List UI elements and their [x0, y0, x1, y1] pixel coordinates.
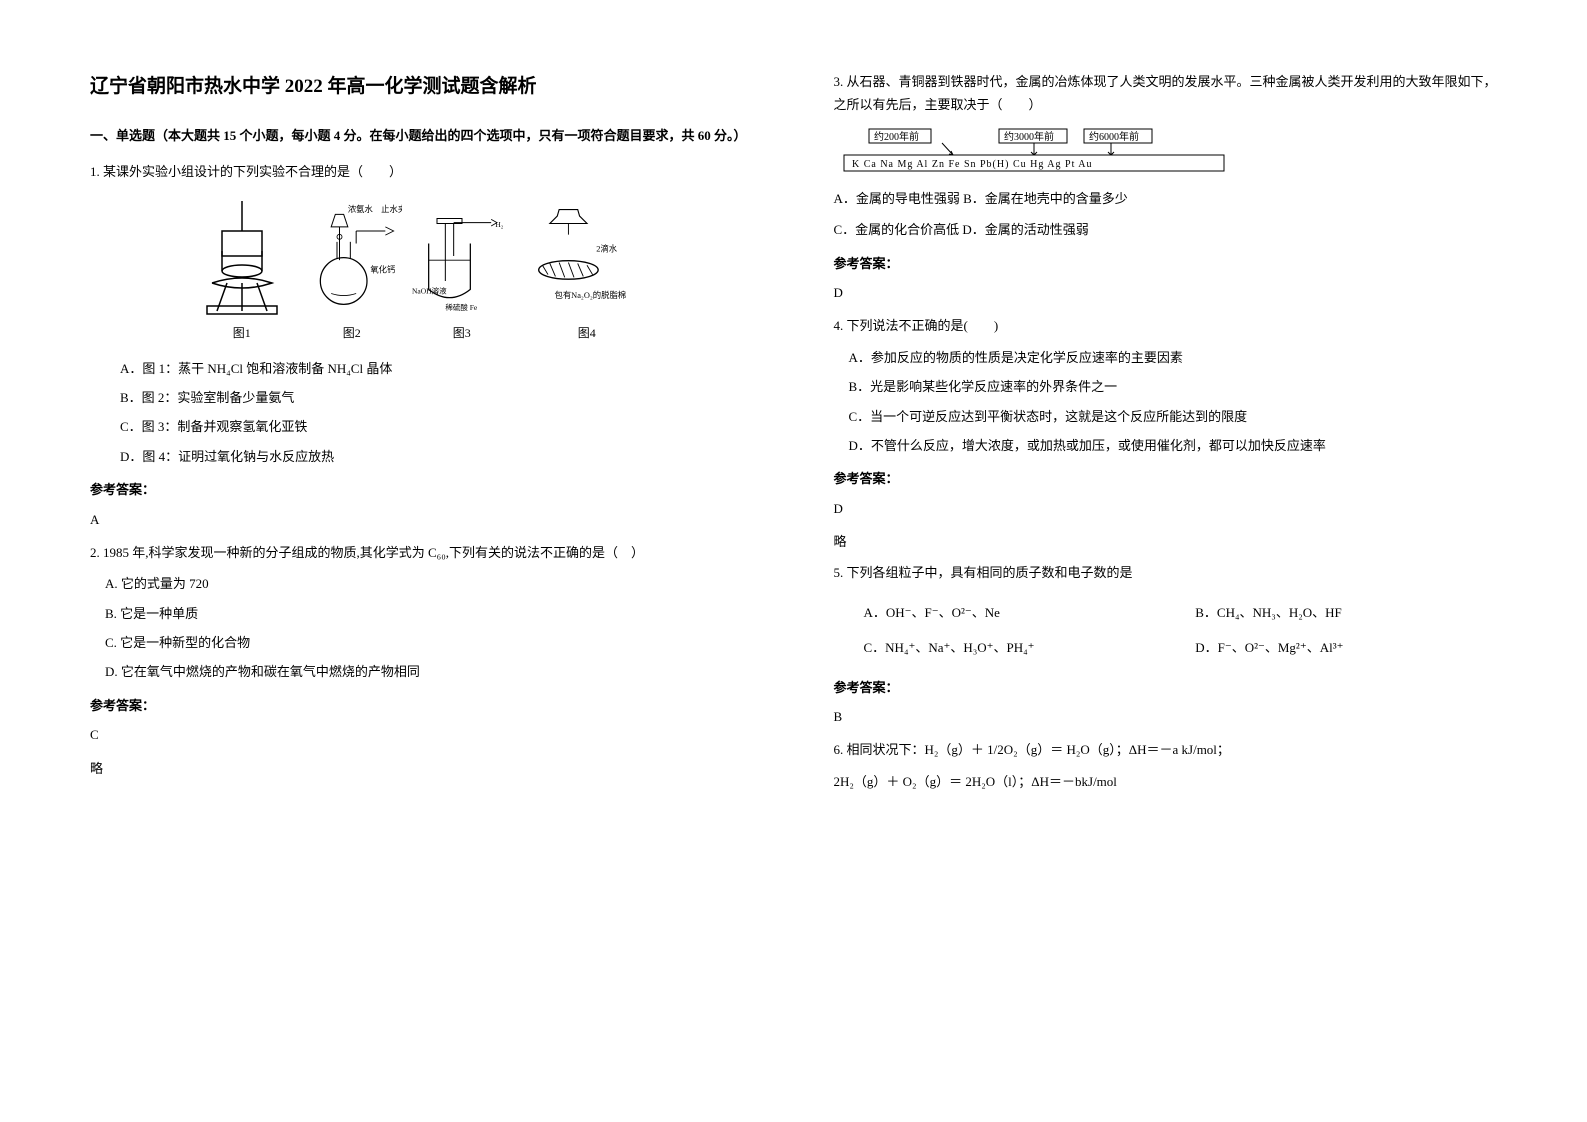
fig4-caption-a: 2滴水 — [596, 243, 618, 253]
a2-note: 略 — [90, 757, 754, 780]
a4-label: 参考答案： — [834, 467, 1498, 490]
figure-3-label: 图3 — [453, 323, 471, 345]
figure-1-svg — [192, 191, 292, 321]
q5-option-a: A．OH⁻、F⁻、O²⁻、Ne — [834, 595, 1166, 630]
q2-option-d: D. 它在氧气中燃烧的产物和碳在氧气中燃烧的产物相同 — [90, 660, 754, 683]
figure-1-label: 图1 — [233, 323, 251, 345]
q2-option-b: B. 它是一种单质 — [90, 602, 754, 625]
q2-option-c: C. 它是一种新型的化合物 — [90, 631, 754, 654]
q4-option-b: B．光是影响某些化学反应速率的外界条件之一 — [834, 375, 1498, 398]
q1-option-a: A．图 1：蒸干 NH₄Cl 饱和溶液制备 NH₄Cl 晶体 — [90, 357, 754, 380]
q1-option-d: D．图 4：证明过氧化钠与水反应放热 — [90, 445, 754, 468]
a4-value: D — [834, 497, 1498, 520]
figure-3-svg: H₂ NaOH溶液 稀硫酸 Fe — [412, 191, 512, 321]
a3-label: 参考答案： — [834, 252, 1498, 275]
q5-stem: 5. 下列各组粒子中，具有相同的质子数和电子数的是 — [834, 561, 1498, 584]
q4-option-d: D．不管什么反应，增大浓度，或加热或加压，或使用催化剂，都可以加快反应速率 — [834, 434, 1498, 457]
q5-options-grid: A．OH⁻、F⁻、O²⁻、Ne B．CH₄、NH₃、H₂O、HF C．NH₄⁺、… — [834, 595, 1498, 666]
q3-option-c: C．金属的化合价高低 — [834, 222, 960, 237]
section-header: 一、单选题（本大题共 15 个小题，每小题 4 分。在每小题给出的四个选项中，只… — [90, 124, 754, 147]
q6-line1: 6. 相同状况下：H₂（g）＋ 1/2O₂（g）＝ H₂O（g）；ΔH＝－a k… — [834, 738, 1498, 761]
figure-2-svg: 浓氨水 止水夹 氧化钙 — [302, 191, 402, 321]
q3-option-d: D．金属的活动性强弱 — [962, 222, 1088, 237]
q3-option-a: A．金属的导电性强弱 — [834, 191, 960, 206]
a5-label: 参考答案： — [834, 676, 1498, 699]
q4-stem: 4. 下列说法不正确的是( ) — [834, 314, 1498, 337]
q3-option-b: B．金属在地壳中的含量多少 — [963, 191, 1128, 206]
q4-option-a: A．参加反应的物质的性质是决定化学反应速率的主要因素 — [834, 346, 1498, 369]
a2-label: 参考答案： — [90, 694, 754, 717]
figure-2: 浓氨水 止水夹 氧化钙 图2 — [302, 191, 402, 345]
q1-figures: 图1 浓氨水 止水夹 氧化钙 — [90, 191, 754, 345]
fig3-caption-h2: H₂ — [495, 220, 503, 229]
timeline-label-3: 约6000年前 — [1089, 130, 1139, 143]
fig4-caption-b: 包有Na₂O₂的脱脂棉 — [554, 290, 626, 300]
figure-4-svg: 2滴水 包有Na₂O₂的脱脂棉 — [522, 191, 652, 321]
right-column: 3. 从石器、青铜器到铁器时代，金属的冶炼体现了人类文明的发展水平。三种金属被人… — [794, 0, 1587, 1122]
q3-options-row2: C．金属的化合价高低 D．金属的活动性强弱 — [834, 218, 1498, 241]
figure-2-label: 图2 — [343, 323, 361, 345]
fig2-caption-b: 止水夹 — [381, 204, 402, 214]
timeline-label-1: 约200年前 — [874, 130, 919, 143]
figure-4-label: 图4 — [578, 323, 596, 345]
q4-option-c: C．当一个可逆反应达到平衡状态时，这就是这个反应所能达到的限度 — [834, 405, 1498, 428]
q1-option-c: C．图 3：制备并观察氢氧化亚铁 — [90, 415, 754, 438]
a1-label: 参考答案： — [90, 478, 754, 501]
a3-value: D — [834, 281, 1498, 304]
q5-option-d: D．F⁻、O²⁻、Mg²⁺、Al³⁺ — [1165, 630, 1497, 665]
q3-timeline-svg: 约200年前 约3000年前 约6000年前 K Ca Na Mg Al Zn … — [834, 125, 1234, 175]
figure-3: H₂ NaOH溶液 稀硫酸 Fe 图3 — [412, 191, 512, 345]
fig2-caption-c: 氧化钙 — [370, 265, 395, 275]
fig2-caption-a: 浓氨水 — [348, 204, 374, 214]
q1-stem: 1. 某课外实验小组设计的下列实验不合理的是（ ） — [90, 160, 754, 183]
timeline-elements: K Ca Na Mg Al Zn Fe Sn Pb(H) Cu Hg Ag Pt… — [852, 159, 1093, 170]
figure-4: 2滴水 包有Na₂O₂的脱脂棉 图4 — [522, 191, 652, 345]
a2-value: C — [90, 723, 754, 746]
q3-stem: 3. 从石器、青铜器到铁器时代，金属的冶炼体现了人类文明的发展水平。三种金属被人… — [834, 70, 1498, 117]
a5-value: B — [834, 705, 1498, 728]
q1-option-b: B．图 2：实验室制备少量氨气 — [90, 386, 754, 409]
q5-option-b: B．CH₄、NH₃、H₂O、HF — [1165, 595, 1497, 630]
q5-option-c: C．NH₄⁺、Na⁺、H₃O⁺、PH₄⁺ — [834, 630, 1166, 665]
timeline-label-2: 约3000年前 — [1004, 130, 1054, 143]
figure-1: 图1 — [192, 191, 292, 345]
figures-row: 图1 浓氨水 止水夹 氧化钙 — [90, 191, 754, 345]
q3-options-row1: A．金属的导电性强弱 B．金属在地壳中的含量多少 — [834, 187, 1498, 210]
fig3-caption-a: NaOH溶液 — [412, 285, 447, 295]
page-title: 辽宁省朝阳市热水中学 2022 年高一化学测试题含解析 — [90, 70, 754, 104]
a1-value: A — [90, 508, 754, 531]
fig3-caption-b: 稀硫酸 Fe — [445, 302, 478, 312]
left-column: 辽宁省朝阳市热水中学 2022 年高一化学测试题含解析 一、单选题（本大题共 1… — [0, 0, 794, 1122]
q2-option-a: A. 它的式量为 720 — [90, 572, 754, 595]
q6-line2: 2H₂（g）＋ O₂（g）＝ 2H₂O（l）；ΔH＝－bkJ/mol — [834, 770, 1498, 793]
a4-note: 略 — [834, 530, 1498, 553]
q2-stem: 2. 1985 年,科学家发现一种新的分子组成的物质,其化学式为 C₆₀,下列有… — [90, 541, 754, 564]
